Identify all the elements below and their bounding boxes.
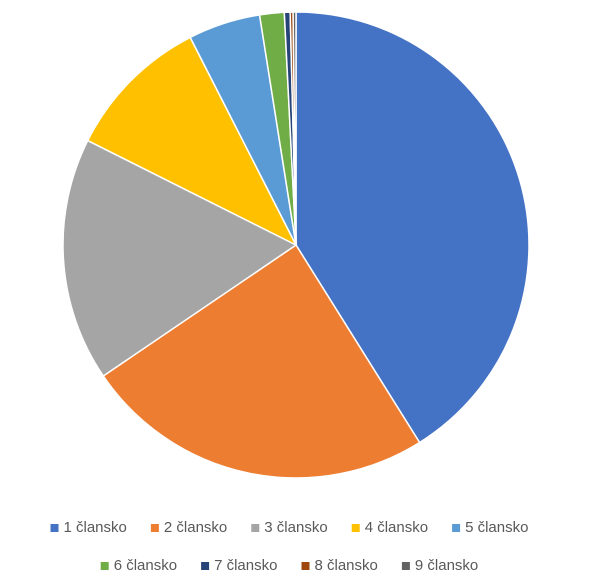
legend-label: 9 člansko — [415, 557, 478, 574]
legend-label: 6 člansko — [114, 557, 177, 574]
legend-swatch — [50, 524, 59, 532]
pie-slice — [62, 139, 298, 378]
pie-slice — [295, 11, 530, 444]
pie-slice — [292, 11, 297, 246]
legend-label: 7 člansko — [214, 557, 277, 574]
pie-slice — [86, 36, 298, 247]
legend-swatch — [351, 524, 360, 532]
legend-swatch — [401, 562, 410, 570]
legend-label: 5 člansko — [465, 519, 528, 536]
legend-label: 2 člansko — [164, 519, 227, 536]
legend-label: 1 člansko — [64, 519, 127, 536]
legend-label: 8 člansko — [315, 557, 378, 574]
legend-label: 4 člansko — [365, 519, 428, 536]
legend-swatch — [201, 562, 210, 570]
legend-swatch — [150, 524, 159, 532]
legend-swatch — [100, 562, 109, 570]
legend-swatch — [301, 562, 310, 570]
pie-slice — [102, 243, 421, 479]
legend-swatch — [452, 524, 461, 532]
legend-label: 3 člansko — [264, 519, 327, 536]
legend-swatch — [251, 524, 260, 532]
